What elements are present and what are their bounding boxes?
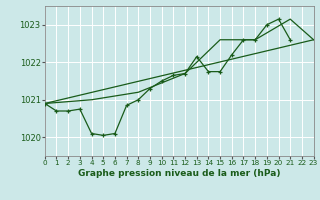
X-axis label: Graphe pression niveau de la mer (hPa): Graphe pression niveau de la mer (hPa) [78,169,280,178]
